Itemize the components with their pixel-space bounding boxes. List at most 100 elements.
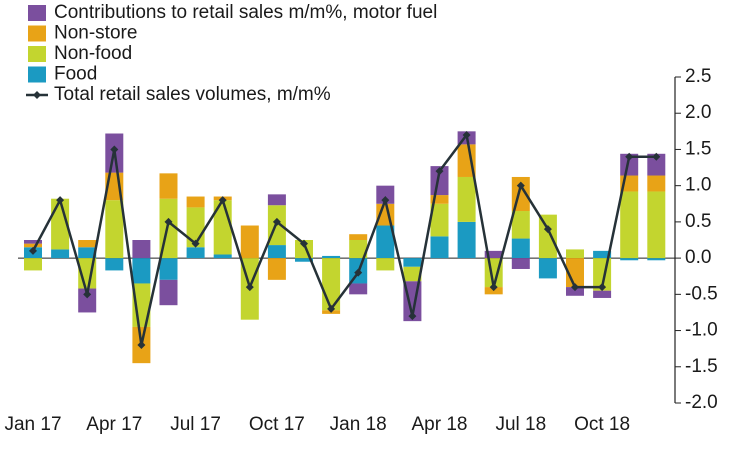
x-tick-label: Oct 17 xyxy=(249,414,305,435)
bar-segment xyxy=(457,176,476,222)
line-marker xyxy=(408,312,417,321)
line-marker xyxy=(56,196,65,205)
bar-segment xyxy=(430,166,449,196)
y-tick-label: 1.0 xyxy=(685,175,711,196)
line xyxy=(31,131,657,346)
line-marker xyxy=(83,290,92,299)
y-tick-label: 1.5 xyxy=(685,138,711,159)
y-tick-label: -2.0 xyxy=(685,392,718,413)
bar-segment xyxy=(647,175,666,192)
bar-segment xyxy=(267,258,286,280)
legend-label: Non-food xyxy=(54,43,132,64)
bar-segment xyxy=(349,240,368,259)
line-marker xyxy=(29,246,37,255)
line-marker xyxy=(272,217,281,226)
legend-swatch xyxy=(33,91,41,99)
bar-segment xyxy=(51,249,70,259)
x-tick-label: Jan 17 xyxy=(4,414,61,435)
legend-label: Total retail sales volumes, m/m% xyxy=(54,84,331,105)
line-marker xyxy=(435,167,444,176)
line-marker xyxy=(110,145,119,154)
bar-segment xyxy=(566,287,584,296)
x-tick-label: Jul 18 xyxy=(495,414,546,435)
bar-segment xyxy=(376,225,395,259)
bar-segment xyxy=(620,258,639,261)
line-marker xyxy=(381,196,390,205)
bar-segment xyxy=(376,185,395,204)
bar-segment xyxy=(647,258,666,261)
bar-segment xyxy=(349,283,368,295)
bar-segment xyxy=(78,288,97,313)
y-tick-label: 0.0 xyxy=(685,247,711,268)
bar-segment xyxy=(295,258,313,262)
bar-segment xyxy=(538,258,557,279)
bar-segment xyxy=(647,153,666,176)
bar-segment xyxy=(159,173,178,199)
bar-segment xyxy=(24,258,42,271)
y-tick-label: -1.5 xyxy=(685,356,718,377)
x-tick-label: Apr 18 xyxy=(412,414,468,435)
bar-segment xyxy=(105,258,124,271)
x-tick-label: Jan 18 xyxy=(330,414,387,435)
bar-segment xyxy=(186,196,205,208)
line-marker xyxy=(462,130,471,139)
line-marker xyxy=(137,341,146,350)
bar-segment xyxy=(403,266,422,282)
legend-swatch xyxy=(28,25,46,42)
y-tick-label: -1.0 xyxy=(685,320,718,341)
line-marker xyxy=(245,283,254,292)
bar-segment xyxy=(566,249,584,259)
line-marker xyxy=(652,152,661,161)
bar-segment xyxy=(213,254,232,259)
line-marker xyxy=(543,225,552,234)
line-marker xyxy=(354,268,363,277)
bar-segment xyxy=(430,203,449,237)
line-marker xyxy=(625,152,634,161)
bar-segment xyxy=(376,258,395,271)
bar-segment xyxy=(511,238,530,259)
bar-segment xyxy=(647,191,666,259)
bar-segment xyxy=(593,250,612,259)
bar-segment xyxy=(78,247,97,259)
bar-segment xyxy=(593,290,612,298)
bar-segment xyxy=(240,225,259,259)
bar-segment xyxy=(132,258,151,284)
bar-segment xyxy=(430,236,449,259)
line-marker xyxy=(218,196,227,205)
y-tick-label: -0.5 xyxy=(685,283,718,304)
bar-segment xyxy=(132,240,151,259)
bar-segment xyxy=(403,258,422,267)
x-tick-label: Jul 17 xyxy=(170,414,221,435)
bar-segment xyxy=(620,153,639,176)
bar-segment xyxy=(322,255,341,259)
bar-segment xyxy=(78,240,97,248)
y-tick-label: 0.5 xyxy=(685,211,711,232)
legend-swatch xyxy=(28,46,46,62)
line-marker xyxy=(300,239,308,248)
bar-segment xyxy=(24,240,42,244)
bar-segment xyxy=(105,200,124,259)
bar-segment xyxy=(457,144,476,177)
legend-label: Food xyxy=(54,64,97,85)
bar-segment xyxy=(349,234,368,240)
x-tick-label: Apr 17 xyxy=(86,414,142,435)
legend-label: Non-store xyxy=(54,23,137,44)
bar-segment xyxy=(620,191,639,259)
legend-swatch xyxy=(28,5,46,21)
bar-segment xyxy=(159,258,178,280)
line-marker xyxy=(191,239,200,248)
bar-segment xyxy=(24,243,42,248)
line-marker xyxy=(164,217,173,226)
bar-segment xyxy=(511,258,530,269)
line-marker xyxy=(516,181,525,190)
bar-segment xyxy=(538,214,557,259)
line-marker xyxy=(598,283,607,292)
y-tick-label: 2.5 xyxy=(685,66,711,87)
legend-swatch xyxy=(28,66,46,83)
bar-segment xyxy=(267,245,286,259)
line-marker xyxy=(327,304,336,313)
bar-segment xyxy=(267,194,286,206)
bar-segment xyxy=(430,195,449,204)
legend-label: Contributions to retail sales m/m%, moto… xyxy=(54,2,437,23)
